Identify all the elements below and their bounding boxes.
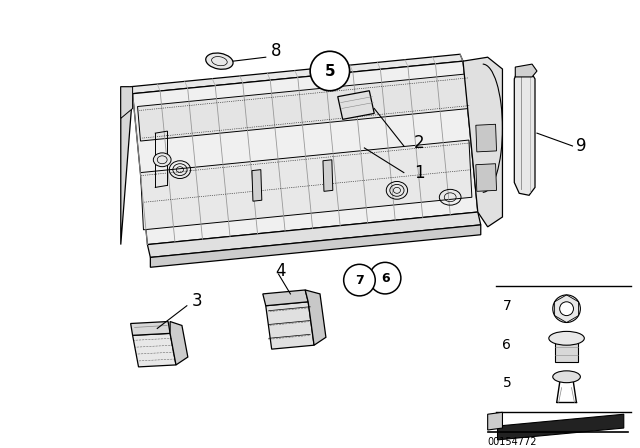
Polygon shape	[463, 57, 502, 227]
Polygon shape	[138, 74, 469, 141]
Polygon shape	[515, 67, 535, 195]
Polygon shape	[323, 160, 333, 191]
Text: 00154772: 00154772	[488, 437, 537, 447]
Circle shape	[310, 51, 349, 91]
Text: 2: 2	[413, 134, 424, 152]
Text: 6: 6	[502, 338, 511, 352]
Polygon shape	[263, 290, 308, 306]
Text: 3: 3	[191, 292, 202, 310]
Polygon shape	[170, 322, 188, 365]
Polygon shape	[338, 91, 374, 119]
Polygon shape	[131, 322, 170, 336]
Polygon shape	[141, 140, 472, 230]
Circle shape	[344, 264, 375, 296]
Text: 4: 4	[275, 262, 286, 280]
Polygon shape	[150, 225, 481, 267]
Polygon shape	[266, 302, 314, 349]
Polygon shape	[476, 124, 497, 152]
Polygon shape	[132, 333, 176, 367]
Text: 8: 8	[271, 42, 281, 60]
Circle shape	[559, 302, 573, 315]
Text: 9: 9	[577, 137, 587, 155]
Polygon shape	[515, 64, 537, 77]
Text: 6: 6	[381, 271, 389, 284]
Ellipse shape	[549, 332, 584, 345]
Polygon shape	[488, 412, 502, 430]
Circle shape	[369, 263, 401, 294]
Polygon shape	[252, 170, 262, 201]
Polygon shape	[130, 54, 463, 94]
Ellipse shape	[154, 153, 171, 167]
Text: 1: 1	[413, 164, 424, 181]
Text: 5: 5	[324, 64, 335, 78]
Ellipse shape	[205, 53, 233, 69]
Polygon shape	[497, 414, 624, 440]
Polygon shape	[121, 87, 132, 118]
Polygon shape	[305, 290, 326, 345]
Text: 5: 5	[502, 376, 511, 390]
Polygon shape	[147, 212, 481, 258]
Polygon shape	[555, 340, 579, 362]
Polygon shape	[121, 87, 132, 245]
Text: 7: 7	[502, 299, 511, 313]
Text: 7: 7	[355, 274, 364, 287]
Ellipse shape	[553, 371, 580, 383]
Polygon shape	[476, 164, 497, 191]
Polygon shape	[132, 61, 478, 245]
Circle shape	[553, 295, 580, 323]
